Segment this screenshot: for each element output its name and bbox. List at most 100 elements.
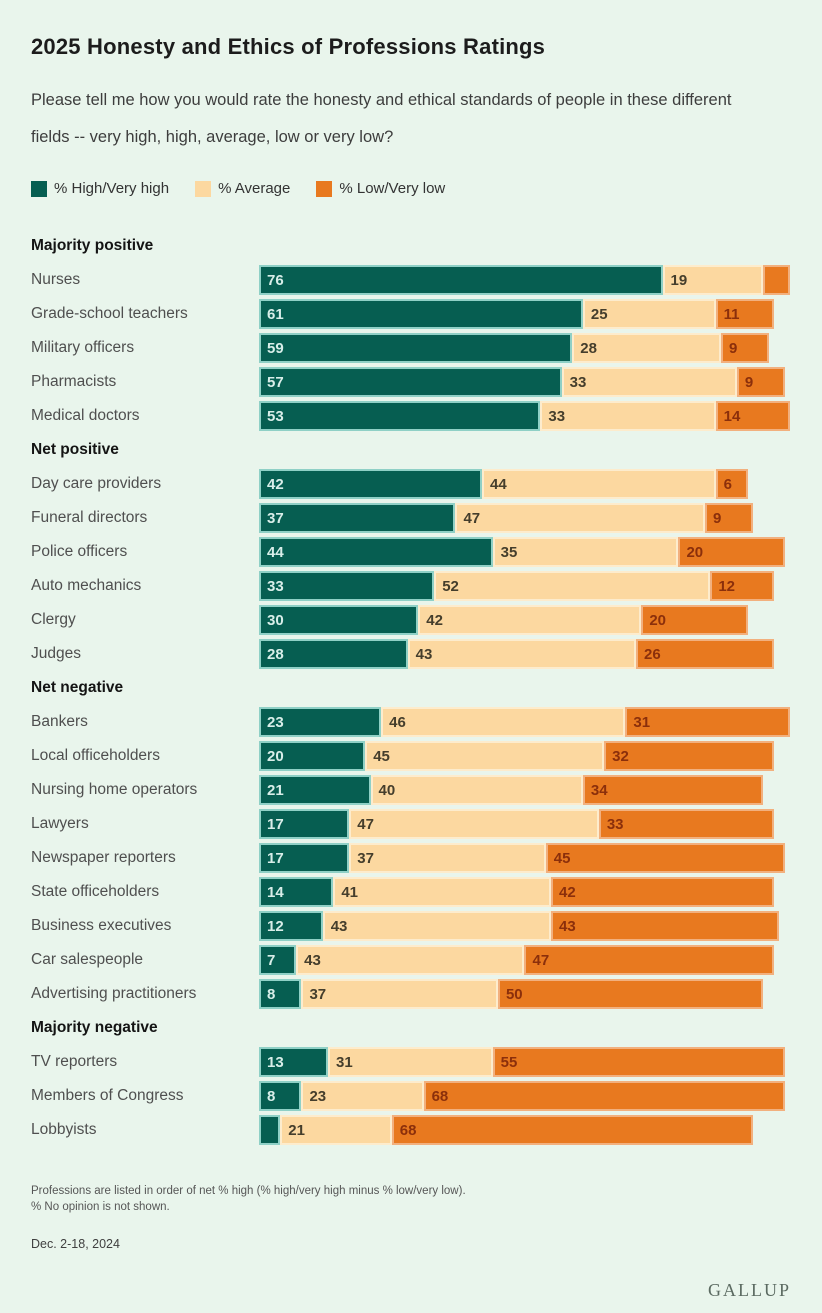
profession-label: Day care providers: [31, 475, 162, 492]
bar-track: 7 43 47: [259, 945, 790, 975]
bar-segment-avg: 46: [381, 707, 626, 737]
chart-row: Lobbyists 21 68: [31, 1113, 791, 1147]
bar-track: 28 43 26: [259, 639, 790, 669]
bar-segment-avg: 40: [370, 775, 583, 805]
bar-segment-avg: 43: [407, 639, 636, 669]
profession-label: Nursing home operators: [31, 781, 198, 798]
bar-segment-high: 61: [259, 299, 583, 329]
section-header: Net positive: [31, 441, 119, 458]
bar-segment-high: 28: [259, 639, 408, 669]
chart-row: Local officeholders 20 45 32: [31, 739, 791, 773]
bar-track: 33 52 12: [259, 571, 790, 601]
footnote-line2: % No opinion is not shown.: [31, 1201, 170, 1213]
section-header: Majority positive: [31, 237, 154, 254]
bar-track: 13 31 55: [259, 1047, 790, 1077]
bar-segment-high: 17: [259, 809, 350, 839]
chart-row: Medical doctors 53 33 14: [31, 399, 791, 433]
bar-track: 17 37 45: [259, 843, 790, 873]
bar-segment-low: 20: [641, 605, 748, 635]
profession-label: Newspaper reporters: [31, 849, 176, 866]
bar-segment-avg: 21: [280, 1115, 392, 1145]
chart-subtitle: Please tell me how you would rate the ho…: [31, 91, 732, 146]
bar-segment-avg: 47: [349, 809, 599, 839]
bar-segment-low: 32: [604, 741, 775, 771]
bar-segment-high: 37: [259, 503, 456, 533]
legend-swatch-high-icon: [31, 180, 47, 197]
bar-segment-high: 33: [259, 571, 435, 601]
chart-row: Day care providers 42 44 6: [31, 467, 791, 501]
bar-segment-low: 43: [551, 911, 780, 941]
bar-segment-avg: 42: [418, 605, 642, 635]
profession-label: Lobbyists: [31, 1121, 97, 1138]
profession-label: Clergy: [31, 611, 76, 628]
legend-item-avg: % Average: [195, 180, 290, 197]
bar-segment-avg: 37: [349, 843, 546, 873]
bar-segment-avg: 19: [662, 265, 764, 295]
bar-track: 53 33 14: [259, 401, 790, 431]
footnote: Professions are listed in order of net %…: [31, 1183, 791, 1215]
bar-segment-low: 50: [497, 979, 764, 1009]
bar-segment-high: 8: [259, 979, 302, 1009]
bar-segment-low: 68: [391, 1115, 753, 1145]
bar-segment-high: 12: [259, 911, 323, 941]
chart-row: Advertising practitioners 8 37 50: [31, 977, 791, 1011]
bar-segment-high: 76: [259, 265, 663, 295]
bar-segment-avg: 31: [328, 1047, 493, 1077]
bar-segment-low: 6: [715, 469, 748, 499]
profession-label: Medical doctors: [31, 407, 140, 424]
bar-segment-high: [259, 1115, 281, 1145]
legend-swatch-avg-icon: [195, 180, 212, 197]
bar-segment-avg: 23: [301, 1081, 424, 1111]
bar-track: 21 40 34: [259, 775, 790, 805]
legend-label-high: % High/Very high: [54, 180, 170, 197]
legend-label-low: % Low/Very low: [339, 180, 446, 197]
chart-row: State officeholders 14 41 42: [31, 875, 791, 909]
survey-date: Dec. 2-18, 2024: [31, 1237, 120, 1251]
profession-label: Auto mechanics: [31, 577, 142, 594]
bar-track: 42 44 6: [259, 469, 790, 499]
bar-track: 76 19: [259, 265, 790, 295]
bar-track: 23 46 31: [259, 707, 790, 737]
profession-label: State officeholders: [31, 883, 160, 900]
bar-segment-low: 11: [715, 299, 775, 329]
bar-track: 57 33 9: [259, 367, 790, 397]
profession-label: Grade-school teachers: [31, 305, 188, 322]
bar-segment-high: 20: [259, 741, 366, 771]
bar-segment-high: 30: [259, 605, 419, 635]
profession-label: TV reporters: [31, 1053, 118, 1070]
bar-segment-avg: 33: [540, 401, 716, 431]
bar-segment-avg: 52: [434, 571, 711, 601]
bar-segment-avg: 37: [301, 979, 498, 1009]
bar-track: 20 45 32: [259, 741, 790, 771]
bar-segment-avg: 43: [322, 911, 552, 941]
bar-segment-low: 9: [720, 333, 769, 363]
chart-row: Pharmacists 57 33 9: [31, 365, 791, 399]
chart-row: Business executives 12 43 43: [31, 909, 791, 943]
profession-label: Members of Congress: [31, 1087, 184, 1104]
chart-row: Newspaper reporters 17 37 45: [31, 841, 791, 875]
profession-label: Funeral directors: [31, 509, 148, 526]
chart-row: Nursing home operators 21 40 34: [31, 773, 791, 807]
bar-track: 17 47 33: [259, 809, 790, 839]
gallup-chart-page: 2025 Honesty and Ethics of Professions R…: [31, 34, 791, 1251]
bar-track: 12 43 43: [259, 911, 790, 941]
chart-row: Military officers 59 28 9: [31, 331, 791, 365]
profession-label: Judges: [31, 645, 81, 662]
chart-row: Funeral directors 37 47 9: [31, 501, 791, 535]
bar-segment-high: 17: [259, 843, 350, 873]
bar-segment-avg: 41: [333, 877, 552, 907]
page-title: 2025 Honesty and Ethics of Professions R…: [31, 34, 546, 59]
bar-segment-high: 7: [259, 945, 297, 975]
bar-segment-low: 45: [545, 843, 785, 873]
bar-segment-avg: 44: [482, 469, 716, 499]
profession-label: Police officers: [31, 543, 128, 560]
bar-track: 14 41 42: [259, 877, 790, 907]
profession-label: Nurses: [31, 271, 81, 288]
bar-segment-low: 42: [551, 877, 775, 907]
bar-segment-avg: 25: [582, 299, 716, 329]
bar-segment-avg: 35: [492, 537, 679, 567]
profession-label: Bankers: [31, 713, 88, 730]
bar-track: 8 37 50: [259, 979, 790, 1009]
chart-row: Judges 28 43 26: [31, 637, 791, 671]
chart-row: Members of Congress 8 23 68: [31, 1079, 791, 1113]
